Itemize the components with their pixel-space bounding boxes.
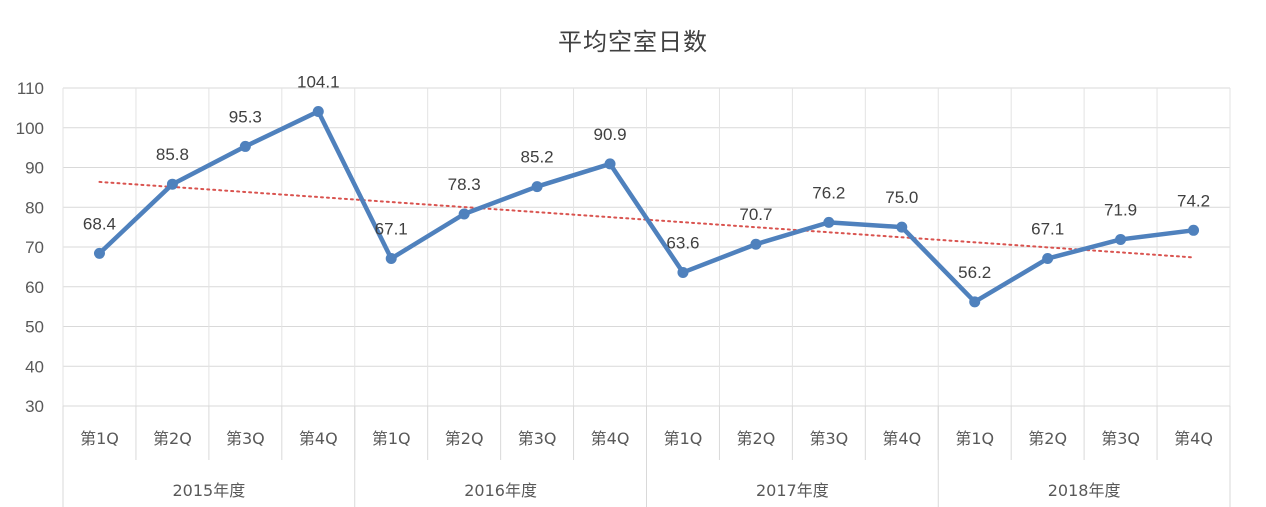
data-label: 85.2 bbox=[521, 148, 554, 167]
chart-title: 平均空室日数 bbox=[558, 28, 708, 56]
data-label: 90.9 bbox=[593, 125, 626, 144]
x-tick-label: 第1Q bbox=[80, 429, 119, 448]
data-point bbox=[312, 105, 324, 117]
data-label: 85.8 bbox=[156, 145, 189, 164]
data-label: 104.1 bbox=[297, 72, 340, 91]
data-label: 67.1 bbox=[375, 220, 408, 239]
data-point bbox=[531, 181, 543, 193]
series-line bbox=[97, 109, 1194, 305]
group-label: 2015年度 bbox=[173, 481, 246, 500]
data-label: 68.4 bbox=[83, 214, 116, 233]
data-point bbox=[166, 178, 178, 190]
group-label: 2018年度 bbox=[1048, 481, 1121, 500]
data-label: 56.2 bbox=[958, 263, 991, 282]
data-label: 70.7 bbox=[739, 205, 772, 224]
data-label: 76.2 bbox=[812, 183, 845, 202]
x-tick-label: 第1Q bbox=[372, 429, 411, 448]
data-point bbox=[1115, 233, 1127, 245]
x-tick-label: 第4Q bbox=[299, 429, 338, 448]
x-tick-label: 第1Q bbox=[955, 429, 994, 448]
x-tick-label: 第2Q bbox=[737, 429, 776, 448]
data-label: 95.3 bbox=[229, 107, 262, 126]
x-tick-label: 第2Q bbox=[153, 429, 192, 448]
y-tick-label: 40 bbox=[25, 357, 44, 376]
data-point bbox=[239, 140, 251, 152]
y-tick-label: 50 bbox=[25, 318, 44, 337]
data-point bbox=[1042, 253, 1054, 265]
data-point bbox=[604, 158, 616, 170]
data-label: 67.1 bbox=[1031, 220, 1064, 239]
data-point bbox=[896, 221, 908, 233]
group-label: 2017年度 bbox=[756, 481, 829, 500]
data-point bbox=[1188, 224, 1200, 236]
data-point bbox=[93, 247, 105, 259]
x-tick-label: 第4Q bbox=[1174, 429, 1213, 448]
x-tick-label: 第2Q bbox=[445, 429, 484, 448]
group-label: 2016年度 bbox=[464, 481, 537, 500]
data-label: 71.9 bbox=[1104, 200, 1137, 219]
data-label: 74.2 bbox=[1177, 191, 1210, 210]
x-tick-label: 第3Q bbox=[518, 429, 557, 448]
y-tick-label: 90 bbox=[25, 159, 44, 178]
y-tick-label: 110 bbox=[17, 79, 44, 98]
data-point bbox=[677, 266, 689, 278]
x-tick-label: 第4Q bbox=[591, 429, 630, 448]
x-tick-label: 第3Q bbox=[1101, 429, 1140, 448]
x-tick-label: 第2Q bbox=[1028, 429, 1067, 448]
y-tick-label: 60 bbox=[25, 278, 44, 297]
y-tick-label: 80 bbox=[25, 198, 44, 217]
y-tick-label: 100 bbox=[16, 119, 44, 138]
y-tick-label: 70 bbox=[25, 238, 44, 257]
data-point bbox=[385, 253, 397, 265]
data-label: 78.3 bbox=[448, 175, 481, 194]
data-label: 63.6 bbox=[666, 233, 699, 252]
x-tick-label: 第4Q bbox=[882, 429, 921, 448]
x-tick-label: 第3Q bbox=[809, 429, 848, 448]
x-tick-label: 第3Q bbox=[226, 429, 265, 448]
y-tick-label: 30 bbox=[25, 397, 44, 416]
data-label: 75.0 bbox=[885, 188, 918, 207]
data-point bbox=[823, 216, 835, 228]
data-point bbox=[969, 296, 981, 308]
data-point bbox=[458, 208, 470, 220]
x-tick-label: 第1Q bbox=[664, 429, 703, 448]
data-point bbox=[750, 238, 762, 250]
